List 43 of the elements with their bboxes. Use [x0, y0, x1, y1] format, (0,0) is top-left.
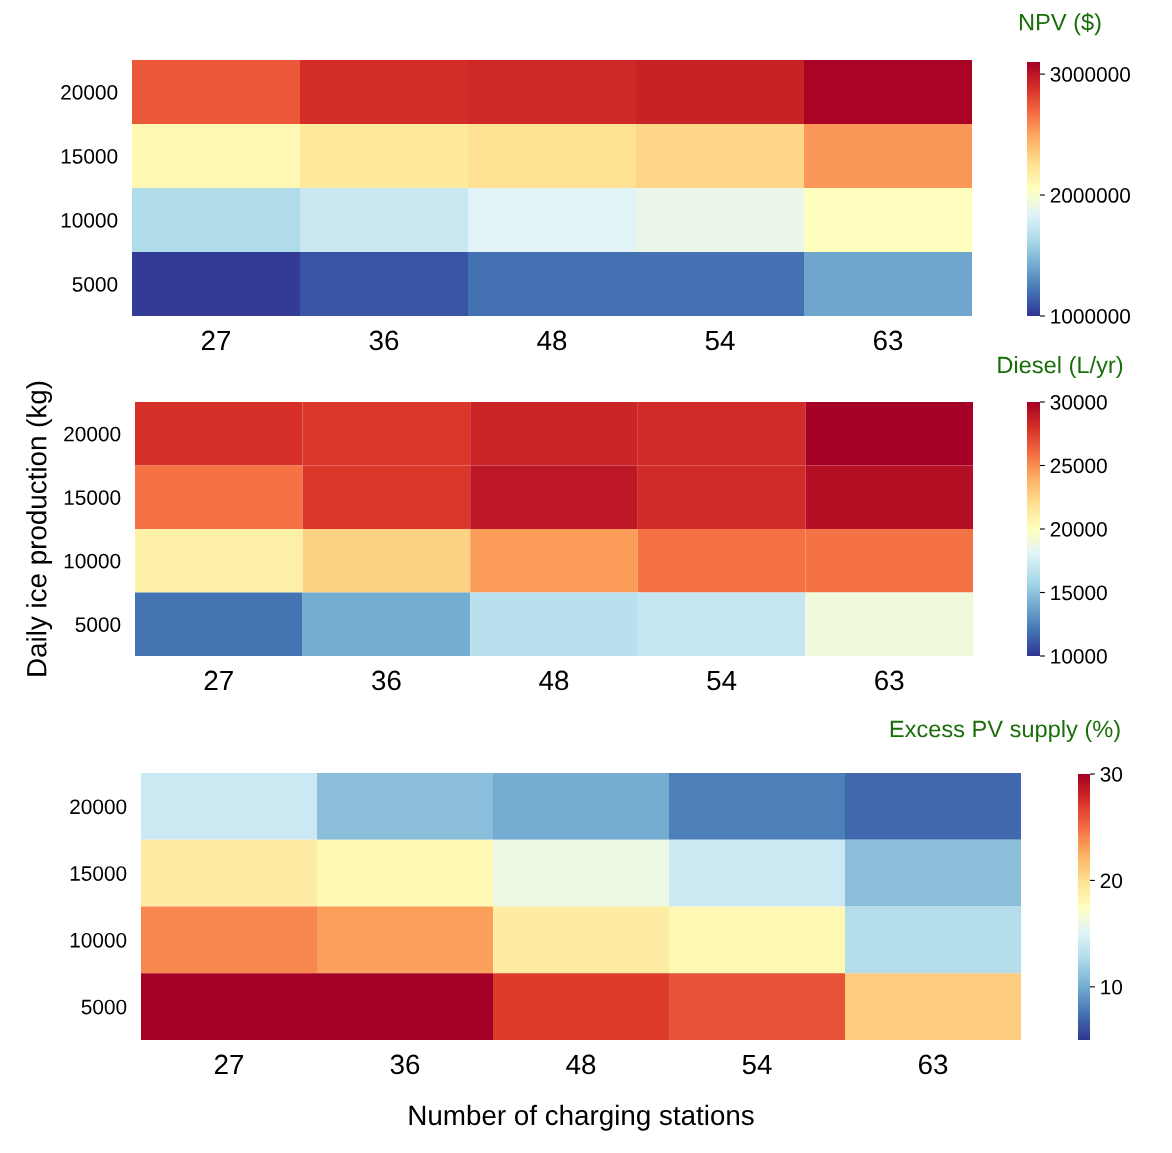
color-bar-label: 1000000: [1051, 309, 1131, 324]
x-tick-label: 54: [705, 330, 735, 351]
x-tick-label: 48: [537, 330, 567, 351]
x-tick-label: 54: [707, 670, 737, 691]
y-tick-label: 5000: [72, 277, 118, 292]
color-bar-title: NPV ($): [1019, 12, 1101, 36]
color-bar-label: 20: [1100, 873, 1123, 889]
x-tick-label: 63: [875, 670, 904, 691]
color-bar-label: 25000: [1050, 458, 1107, 474]
y-tick-label: 5000: [75, 617, 121, 632]
x-tick-label: 48: [566, 1054, 596, 1075]
color-bar-label: 10000: [1051, 649, 1107, 664]
y-tick-label: 5000: [81, 999, 127, 1015]
x-axis-title: Number of charging stations: [409, 1104, 754, 1131]
x-tick-label: 63: [918, 1054, 948, 1075]
x-tick-label: 36: [369, 330, 399, 351]
color-bar-label: 3000000: [1050, 67, 1131, 82]
x-tick-label: 27: [204, 670, 233, 691]
color-bar-label: 30000: [1050, 395, 1107, 410]
y-tick-label: 10000: [70, 932, 127, 948]
y-axis-title: Daily ice production (kg): [26, 381, 53, 676]
color-bar-label: 15000: [1051, 585, 1107, 601]
y-tick-label: 10000: [64, 553, 121, 569]
x-tick-label: 36: [390, 1054, 420, 1075]
y-tick-label: 15000: [61, 149, 118, 164]
x-tick-label: 27: [201, 330, 231, 351]
x-tick-label: 63: [873, 330, 903, 351]
y-tick-label: 15000: [70, 866, 127, 881]
color-bar-label: 10: [1101, 979, 1123, 995]
color-bar-label: 30: [1100, 767, 1123, 782]
y-tick-label: 20000: [70, 799, 127, 815]
y-tick-label: 10000: [61, 213, 118, 228]
y-tick-label: 15000: [64, 490, 121, 505]
x-tick-label: 27: [214, 1054, 244, 1075]
color-bar-label: 2000000: [1050, 188, 1131, 203]
color-bar-title: Excess PV supply (%): [890, 719, 1120, 743]
color-bar-title: Diesel (L/yr): [998, 356, 1123, 379]
x-tick-label: 54: [742, 1054, 772, 1075]
y-tick-label: 20000: [64, 426, 121, 442]
color-bar-label: 20000: [1050, 522, 1107, 537]
y-tick-label: 20000: [61, 85, 118, 100]
x-tick-label: 36: [372, 670, 401, 691]
x-tick-label: 48: [539, 670, 569, 691]
